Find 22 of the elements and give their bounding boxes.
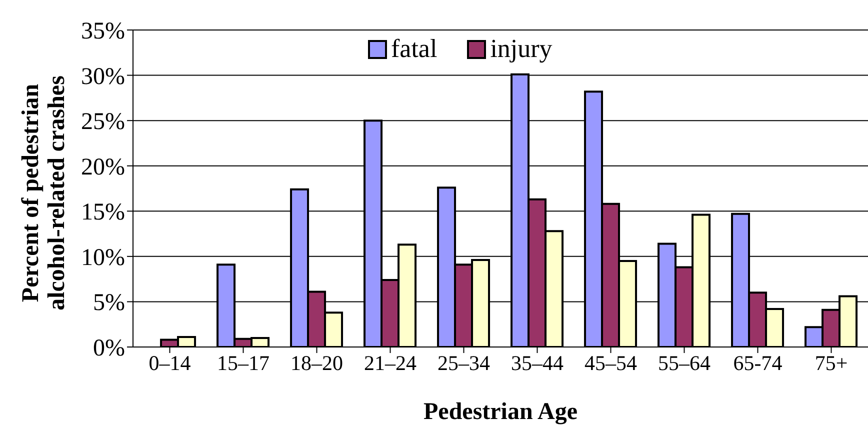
- x-tick-label: 65-74: [733, 350, 783, 375]
- y-tick-label: 25%: [81, 109, 125, 136]
- x-tick-label: 0–14: [148, 350, 192, 375]
- y-tick-label: 0%: [93, 336, 125, 362]
- x-tick-label: 18–20: [290, 350, 343, 375]
- y-tick-label: 30%: [81, 64, 125, 90]
- y-tick-label: 35%: [81, 18, 125, 45]
- x-axis-title: Pedestrian Age: [424, 399, 578, 425]
- legend-label: injury: [490, 34, 552, 64]
- x-tick-label: 75+: [814, 350, 848, 375]
- y-tick-label: 5%: [93, 290, 125, 316]
- y-tick-label: 20%: [81, 154, 125, 180]
- y-tick-label: 15%: [81, 200, 125, 226]
- x-tick-label: 15–17: [217, 350, 270, 375]
- x-tick-label: 35–44: [511, 350, 564, 375]
- legend-label: fatal: [391, 34, 438, 64]
- y-axis-title: Percent of pedestrian alcohol-related crashes: [18, 76, 70, 310]
- x-tick-label: 55–64: [658, 350, 711, 375]
- x-tick-label: 25–34: [438, 350, 490, 375]
- x-tick-label: 45–54: [584, 350, 638, 375]
- x-tick-label: 21–24: [364, 350, 417, 375]
- y-tick-label: 10%: [81, 244, 125, 271]
